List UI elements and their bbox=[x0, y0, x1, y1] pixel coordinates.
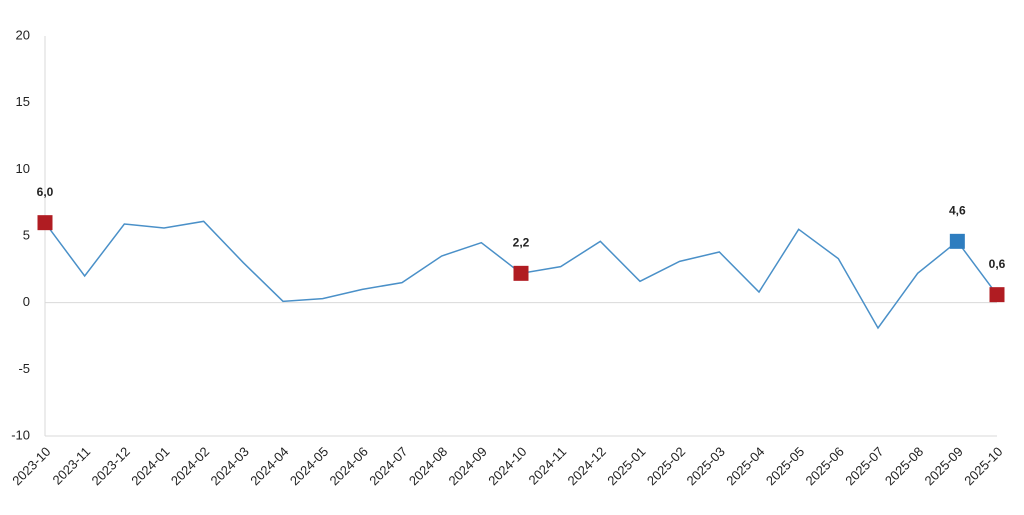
x-tick-label: 2025-01 bbox=[604, 444, 648, 488]
value-label: 0,6 bbox=[989, 257, 1006, 271]
x-tick-label: 2025-03 bbox=[684, 444, 728, 488]
x-tick-label: 2024-03 bbox=[208, 444, 252, 488]
x-tick-label: 2024-01 bbox=[128, 444, 172, 488]
x-tick-label: 2025-02 bbox=[644, 444, 688, 488]
x-tick-label: 2024-11 bbox=[526, 444, 570, 488]
x-tick-label: 2025-07 bbox=[842, 444, 886, 488]
x-tick-label: 2024-05 bbox=[287, 444, 331, 488]
x-tick-label: 2023-11 bbox=[50, 444, 94, 488]
x-tick-label: 2024-07 bbox=[366, 444, 410, 488]
x-tick-label: 2025-09 bbox=[922, 444, 966, 488]
x-tick-label: 2024-02 bbox=[168, 444, 212, 488]
x-tick-label: 2025-05 bbox=[763, 444, 807, 488]
x-tick-label: 2024-08 bbox=[406, 444, 450, 488]
x-tick-label: 2025-04 bbox=[723, 444, 767, 488]
marker bbox=[989, 287, 1005, 303]
x-tick-label: 2023-10 bbox=[9, 444, 53, 488]
x-tick-label: 2025-10 bbox=[961, 444, 1005, 488]
x-tick-label: 2023-12 bbox=[89, 444, 133, 488]
x-tick-label: 2025-06 bbox=[803, 444, 847, 488]
value-label: 2,2 bbox=[513, 236, 530, 250]
y-tick-label: 20 bbox=[16, 27, 30, 42]
x-tick-label: 2024-12 bbox=[565, 444, 609, 488]
marker bbox=[37, 215, 53, 231]
marker bbox=[949, 233, 965, 249]
x-tick-label: 2024-06 bbox=[327, 444, 371, 488]
x-tick-label: 2024-09 bbox=[446, 444, 490, 488]
x-tick-label: 2025-08 bbox=[882, 444, 926, 488]
x-tick-label: 2024-10 bbox=[485, 444, 529, 488]
y-tick-label: -5 bbox=[18, 361, 30, 376]
y-tick-label: 0 bbox=[23, 294, 30, 309]
x-tick-label: 2024-04 bbox=[247, 444, 291, 488]
value-label: 6,0 bbox=[37, 185, 54, 199]
value-label: 4,6 bbox=[949, 204, 966, 218]
y-tick-label: 5 bbox=[23, 227, 30, 242]
y-tick-label: 10 bbox=[16, 161, 30, 176]
y-tick-label: 15 bbox=[16, 94, 30, 109]
y-tick-label: -10 bbox=[11, 427, 30, 442]
marker bbox=[513, 265, 529, 281]
